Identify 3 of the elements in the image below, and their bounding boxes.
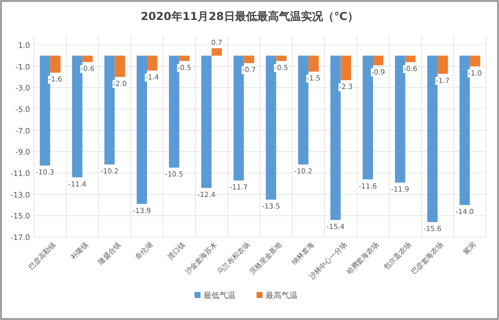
- legend-label: 最高气温: [266, 291, 298, 300]
- chart-title: 2020年11月28日最低最高气温实况（℃）: [140, 10, 358, 23]
- legend-label: 最低气温: [204, 291, 236, 300]
